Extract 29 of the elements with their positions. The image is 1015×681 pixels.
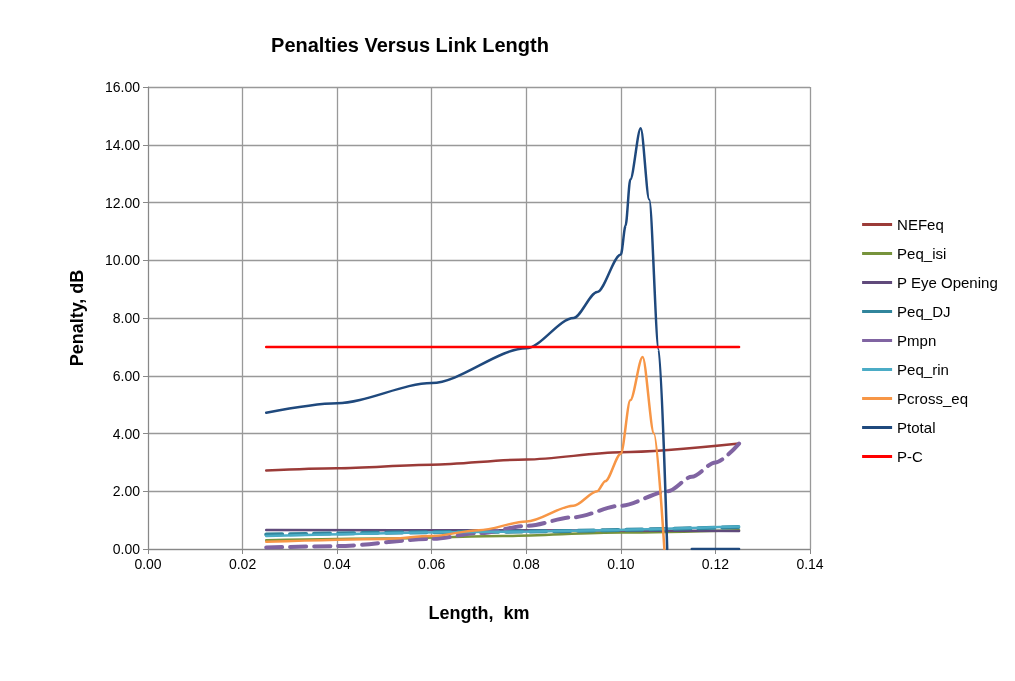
legend-label: Pcross_eq (897, 390, 968, 407)
legend-label: Ptotal (897, 419, 936, 436)
y-tick-label: 6.00 (112, 367, 141, 384)
y-tick-label: 14.00 (104, 136, 141, 153)
y-axis-title: Penalty, dB (67, 269, 87, 367)
x-axis-title: Length, km (428, 603, 530, 623)
chart-title: Penalties Versus Link Length (271, 34, 549, 56)
x-tick-label: 0.08 (512, 556, 541, 572)
legend-label: Peq_isi (897, 245, 947, 262)
legend-label: P-C (897, 448, 924, 465)
x-tick-label: 0.02 (228, 556, 257, 572)
y-tick-label: 12.00 (104, 194, 141, 211)
y-tick-label: 0.00 (112, 541, 141, 557)
legend-label: Pmpn (897, 332, 937, 349)
x-tick-label: 0.14 (796, 556, 824, 572)
x-tick-label: 0.00 (134, 556, 162, 572)
legend-label: P Eye Opening (897, 274, 998, 291)
legend-label: Peq_rin (897, 361, 949, 378)
y-tick-label: 4.00 (112, 425, 141, 442)
legend-label: NEFeq (897, 216, 944, 233)
y-tick-label: 8.00 (112, 310, 141, 326)
x-tick-label: 0.06 (418, 556, 446, 572)
x-tick-label: 0.10 (607, 556, 635, 572)
y-tick-label: 16.00 (104, 79, 141, 95)
y-tick-label: 10.00 (104, 252, 141, 269)
x-tick-label: 0.12 (701, 556, 730, 572)
x-tick-label: 0.04 (323, 556, 351, 572)
legend-label: Peq_DJ (897, 303, 951, 320)
y-tick-label: 2.00 (112, 483, 141, 500)
